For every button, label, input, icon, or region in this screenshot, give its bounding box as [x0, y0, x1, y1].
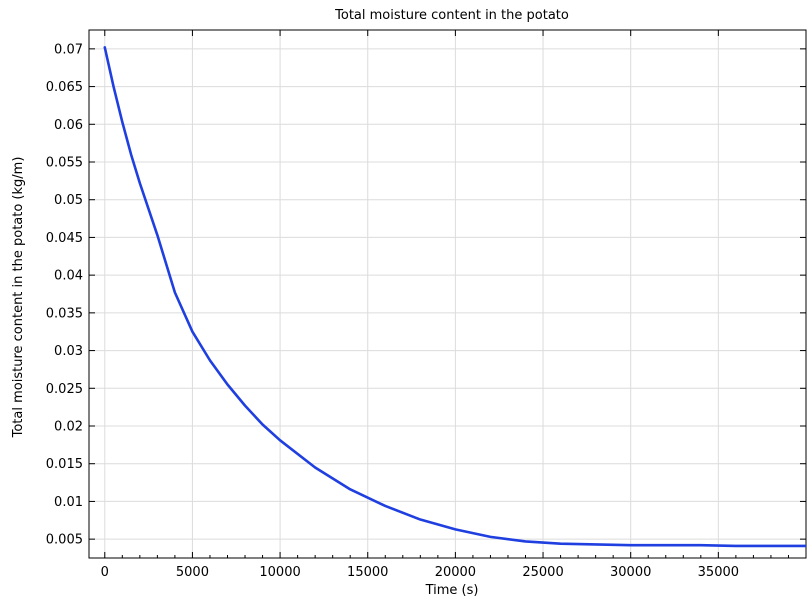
chart-title: Total moisture content in the potato [334, 8, 569, 23]
y-tick-label: 0.06 [54, 118, 83, 133]
y-tick-label: 0.01 [54, 495, 83, 510]
x-tick-label: 15000 [347, 565, 388, 580]
plot-area [88, 29, 807, 559]
y-tick-label: 0.04 [54, 269, 83, 284]
y-tick-label: 0.015 [46, 457, 83, 472]
x-tick-label: 0 [101, 565, 109, 580]
series-layer [103, 46, 806, 548]
y-axis: 0.005 0.01 0.015 0.02 0.025 0.03 0.035 0.04 0.04… [46, 42, 806, 548]
y-tick-label: 0.07 [54, 42, 83, 57]
grid [89, 30, 806, 558]
y-tick-label: 0.035 [46, 306, 83, 321]
y-tick-label: 0.055 [46, 156, 83, 171]
x-tick-label: 10000 [259, 565, 300, 580]
x-axis: 0 5000 10000 15000 20000 25000 30000 35000 [101, 30, 789, 580]
y-tick-label: 0.065 [46, 80, 83, 95]
y-tick-label: 0.03 [54, 344, 83, 359]
y-axis-label: Total moisture content in the potato (kg… [11, 157, 26, 439]
x-tick-label: 5000 [176, 565, 209, 580]
y-tick-label: 0.05 [54, 193, 83, 208]
x-axis-label: Time (s) [425, 583, 479, 598]
y-tick-label: 0.005 [46, 533, 83, 548]
y-tick-label: 0.045 [46, 231, 83, 246]
x-tick-label: 20000 [435, 565, 476, 580]
x-tick-label: 25000 [522, 565, 563, 580]
y-tick-label: 0.02 [54, 420, 83, 435]
y-tick-label: 0.025 [46, 382, 83, 397]
x-tick-label: 30000 [610, 565, 651, 580]
x-tick-label: 35000 [698, 565, 739, 580]
series-line [103, 46, 806, 548]
